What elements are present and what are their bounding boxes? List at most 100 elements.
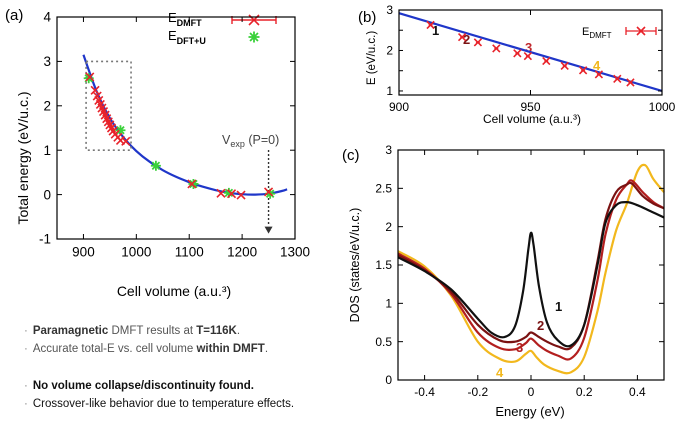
- dmft-point: [492, 44, 501, 53]
- panel-a-ytick-label: 2: [43, 99, 51, 114]
- panel-a-ytick-label: 3: [43, 54, 51, 69]
- dmft-point: [85, 72, 95, 82]
- dmft-point: [513, 49, 522, 58]
- panel-a-xtick-label: 900: [72, 245, 95, 260]
- note-crossover-text: Crossover-like behavior due to temperatu…: [32, 398, 295, 410]
- dos-curve-4: [397, 163, 665, 375]
- dmft-point: [613, 74, 622, 83]
- legend-dft-label: EDFT+U: [168, 28, 206, 46]
- dft-point: [115, 125, 126, 136]
- panel-c-ytick-label: 0.5: [375, 335, 392, 349]
- panel-b-ytick-label: 3: [386, 3, 393, 17]
- dos-curve-1: [397, 200, 665, 348]
- panel-b-plot: 900 950 1000 3 2 1: [386, 3, 675, 114]
- panel-a-ytick-label: 4: [43, 10, 51, 25]
- panel-a-ytick-label: 1: [43, 143, 51, 158]
- panel-b-xlabel: Cell volume (a.u.³): [483, 112, 581, 126]
- vexp-sub: exp: [230, 139, 245, 149]
- panel-a-xtick-label: 1000: [121, 245, 151, 260]
- dmft-point: [473, 38, 483, 47]
- panel-a-plot: 900 1000 1100 1200 1300 -1 0 1 2 3 4: [39, 10, 310, 260]
- panel-c-ytick-label: 3: [385, 143, 392, 157]
- bullet: ·: [24, 325, 28, 337]
- dmft-point: [542, 56, 551, 66]
- dmft-point: [226, 189, 237, 199]
- dft-point: [150, 160, 161, 171]
- panel-c-ylabel: DOS (states/eV/u.c.): [348, 208, 362, 323]
- panel-b-legend: EDMFT: [582, 26, 657, 40]
- note-paramagnetic-bold: Paramagnetic: [32, 325, 109, 337]
- panel-c-xtick-label: 0.2: [576, 385, 593, 399]
- panel-a-ytick-label: -1: [39, 232, 51, 247]
- legend-dft-main: E: [168, 28, 177, 43]
- dmft-point: [263, 187, 274, 197]
- panel-b-xtick-label: 900: [389, 100, 409, 114]
- panel-a-ylabel: Total energy (eV/u.c.): [15, 91, 31, 224]
- b-point-label-2: 2: [463, 32, 470, 47]
- panel-c-plot: -0.4 -0.2 0 0.2 0.4 0 0.5 1 1.5 2 2.5 3: [375, 143, 665, 399]
- legend-b-x: [636, 26, 646, 36]
- panel-c-xlabel: Energy (eV): [495, 404, 564, 419]
- dos-curve-3: [397, 179, 665, 361]
- dmft-point: [523, 51, 533, 61]
- vexp-arrowhead: [264, 226, 273, 234]
- dmft-point: [121, 136, 131, 146]
- dos-curve-2: [397, 181, 665, 351]
- note-accurate-bold: within DMFT: [196, 343, 265, 355]
- b-point-label-4: 4: [593, 58, 601, 73]
- panel-c-xtick-label: -0.4: [414, 385, 435, 399]
- vexp-annotation: Vexp (P=0): [222, 133, 279, 149]
- note-accurate-tail: .: [264, 343, 269, 355]
- note-crossover: · Crossover-like behavior due to temperat…: [24, 395, 354, 413]
- dmft-point: [236, 190, 246, 200]
- panel-b-ytick-label: 2: [386, 43, 393, 57]
- legend-dft-marker: [248, 31, 260, 43]
- dft-point: [188, 178, 199, 189]
- panel-c-xtick-label: 0: [528, 385, 535, 399]
- dmft-point: [560, 61, 569, 71]
- panel-c-label: (c): [342, 147, 360, 164]
- b-point-label-1: 1: [432, 23, 439, 38]
- bullet: ·: [24, 398, 28, 410]
- panel-c-ytick-label: 2: [385, 220, 392, 234]
- dmft-point: [187, 179, 197, 189]
- note-accurate: · Accurate total-E vs. cell volume within…: [24, 340, 354, 358]
- fit-line: [398, 12, 663, 93]
- dmft-point: [426, 20, 435, 30]
- panel-b-ytick-label: 1: [386, 84, 393, 98]
- dmft-point: [216, 188, 226, 198]
- note-temperature: T=116K: [196, 325, 237, 337]
- panel-c-ytick-label: 0: [385, 373, 392, 387]
- c-curve-label-1: 1: [555, 299, 562, 314]
- vexp-tail: (P=0): [245, 133, 279, 147]
- panel-a-legend: EDMFT EDFT+U: [168, 10, 277, 46]
- legend-b-sub: DMFT: [589, 31, 611, 40]
- panel-b-label: (b): [358, 9, 376, 26]
- dmft-point: [626, 78, 635, 87]
- panel-a-frame: [56, 16, 296, 240]
- legend-b-label: EDMFT: [582, 26, 612, 40]
- legend-b-main: E: [582, 26, 589, 38]
- b-point-label-3: 3: [525, 40, 532, 55]
- panel-c-ytick-label: 2.5: [375, 182, 392, 196]
- note-paramagnetic: · Paramagnetic DMFT results at T=116K.: [24, 322, 354, 340]
- dft-point: [223, 187, 234, 198]
- panel-c-ytick-label: 1: [385, 297, 392, 311]
- legend-dmft-sub: DMFT: [177, 18, 202, 28]
- panel-a-xlabel: Cell volume (a.u.³): [117, 283, 231, 299]
- dmft-point: [90, 85, 100, 95]
- note-paramagnetic-mid: DMFT results at: [108, 325, 197, 337]
- legend-dft-sub: DFT+U: [177, 36, 206, 46]
- bullet: ·: [24, 343, 28, 355]
- c-curve-label-4: 4: [496, 365, 504, 380]
- panel-a-label: (a): [5, 7, 23, 24]
- note-no-collapse: · No volume collapse/discontinuity found.: [24, 377, 354, 395]
- vexp-main: V: [222, 133, 231, 147]
- c-curve-label-2: 2: [537, 318, 544, 333]
- panel-a-xtick-label: 1200: [227, 245, 257, 260]
- panel-c-ytick-label: 1.5: [375, 258, 392, 272]
- panel-b-ylabel: E (eV/u.c.): [366, 31, 378, 85]
- legend-b-marker: [625, 26, 657, 36]
- dmft-point: [457, 32, 467, 42]
